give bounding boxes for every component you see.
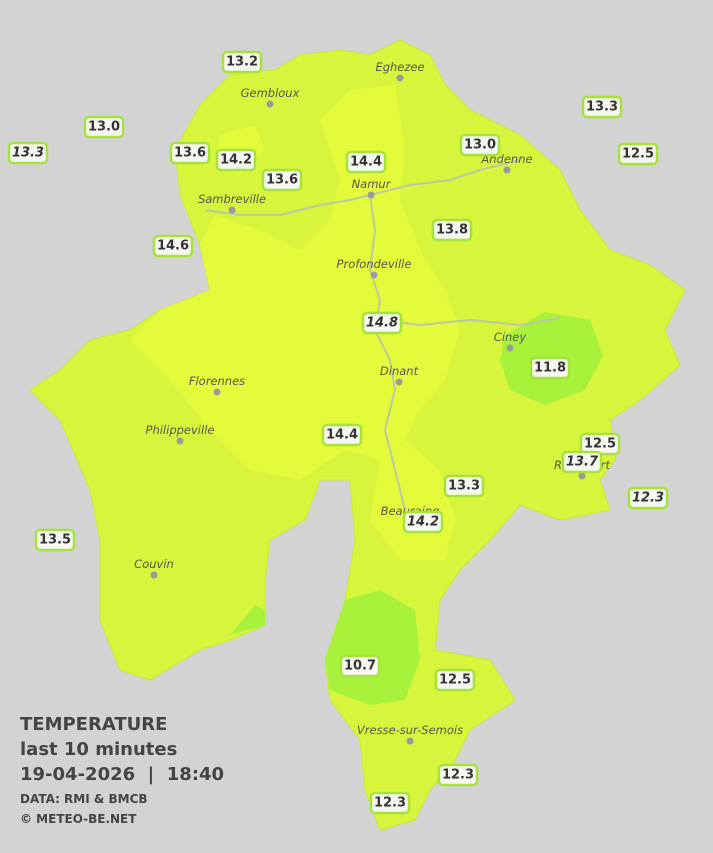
- city-dot: [176, 437, 184, 445]
- city-label: Eghezee: [375, 60, 424, 74]
- station-box: [169, 141, 211, 165]
- city-label: Philippeville: [146, 423, 215, 437]
- city-label: Couvin: [134, 557, 174, 571]
- city-dot: [228, 206, 236, 214]
- city-dot: [396, 74, 404, 82]
- station-value: 12.3: [442, 768, 474, 783]
- station-box: [443, 474, 485, 498]
- station-value: 10.7: [344, 659, 376, 674]
- legend-datetime: 19-04-2026 | 18:40: [20, 764, 224, 785]
- station-box: [561, 450, 603, 474]
- station-box: [627, 486, 669, 510]
- legend-source: DATA: RMI & BMCB: [20, 792, 148, 806]
- station-value: 13.0: [88, 120, 120, 135]
- station-value: 13.8: [436, 223, 468, 238]
- station-box: [369, 791, 411, 815]
- station-value: 13.3: [448, 479, 480, 494]
- station-value: 12.5: [622, 147, 654, 162]
- station-value: 14.6: [157, 239, 189, 254]
- station-value: 14.4: [350, 155, 382, 170]
- city-dot: [578, 472, 586, 480]
- station-value: 13.7: [566, 455, 599, 470]
- station-value: 12.5: [584, 437, 616, 452]
- warm-zone: [130, 85, 460, 560]
- station-box: [321, 423, 363, 447]
- station-value: 11.8: [534, 361, 566, 376]
- station-value: 13.3: [12, 146, 44, 161]
- station-box: [459, 133, 501, 157]
- station-value: 13.3: [586, 100, 618, 115]
- station-box: [83, 115, 125, 139]
- city-label: Gembloux: [241, 86, 300, 100]
- station-box: [261, 168, 303, 192]
- station-value: 12.5: [439, 673, 471, 688]
- station-value: 14.8: [366, 316, 398, 331]
- station-box: [617, 142, 659, 166]
- station-box: [152, 234, 194, 258]
- station-box: [215, 148, 257, 172]
- station-value: 14.4: [326, 428, 358, 443]
- city-dot: [150, 571, 158, 579]
- station-value: 13.6: [266, 173, 298, 188]
- station-value: 13.5: [39, 533, 71, 548]
- city-dot: [266, 100, 274, 108]
- city-label: Namur: [352, 177, 392, 191]
- station-box: [7, 141, 49, 165]
- city-dot: [213, 388, 221, 396]
- cool-zone: [230, 605, 265, 635]
- station-box: [437, 763, 479, 787]
- city-label: Sambreville: [198, 192, 266, 206]
- station-value: 13.0: [464, 138, 496, 153]
- legend-copyright: © METEO-BE.NET: [20, 812, 137, 826]
- city-label: Florennes: [189, 374, 245, 388]
- city-label: Profondeville: [337, 257, 412, 271]
- city-label: Ciney: [494, 330, 527, 344]
- city-dot: [506, 344, 514, 352]
- station-box: [581, 95, 623, 119]
- station-box: [431, 218, 473, 242]
- city-dot: [370, 271, 378, 279]
- city-dot: [395, 378, 403, 386]
- river: [204, 159, 561, 511]
- station-box: [361, 311, 403, 335]
- station-box: [529, 356, 571, 380]
- station-value: 13.6: [174, 146, 206, 161]
- station-box: [221, 50, 263, 74]
- city-dot: [406, 737, 414, 745]
- station-box: [402, 510, 444, 534]
- station-value: 14.2: [407, 515, 439, 530]
- station-box: [434, 668, 476, 692]
- legend-period: last 10 minutes: [20, 739, 177, 760]
- legend-title: TEMPERATURE: [20, 714, 167, 735]
- station-box: [34, 528, 76, 552]
- city-dot: [503, 166, 511, 174]
- station-value: 12.3: [632, 491, 664, 506]
- city-label: Vresse-sur-Semois: [357, 723, 463, 737]
- station-box: [339, 654, 381, 678]
- city-dot: [367, 191, 375, 199]
- station-value: 12.3: [374, 796, 406, 811]
- station-box: [345, 150, 387, 174]
- station-value: 14.2: [220, 153, 252, 168]
- legend: TEMPERATURE last 10 minutes 19-04-2026 |…: [20, 714, 224, 826]
- city-label: Dinant: [380, 364, 419, 378]
- station-value: 13.2: [226, 55, 258, 70]
